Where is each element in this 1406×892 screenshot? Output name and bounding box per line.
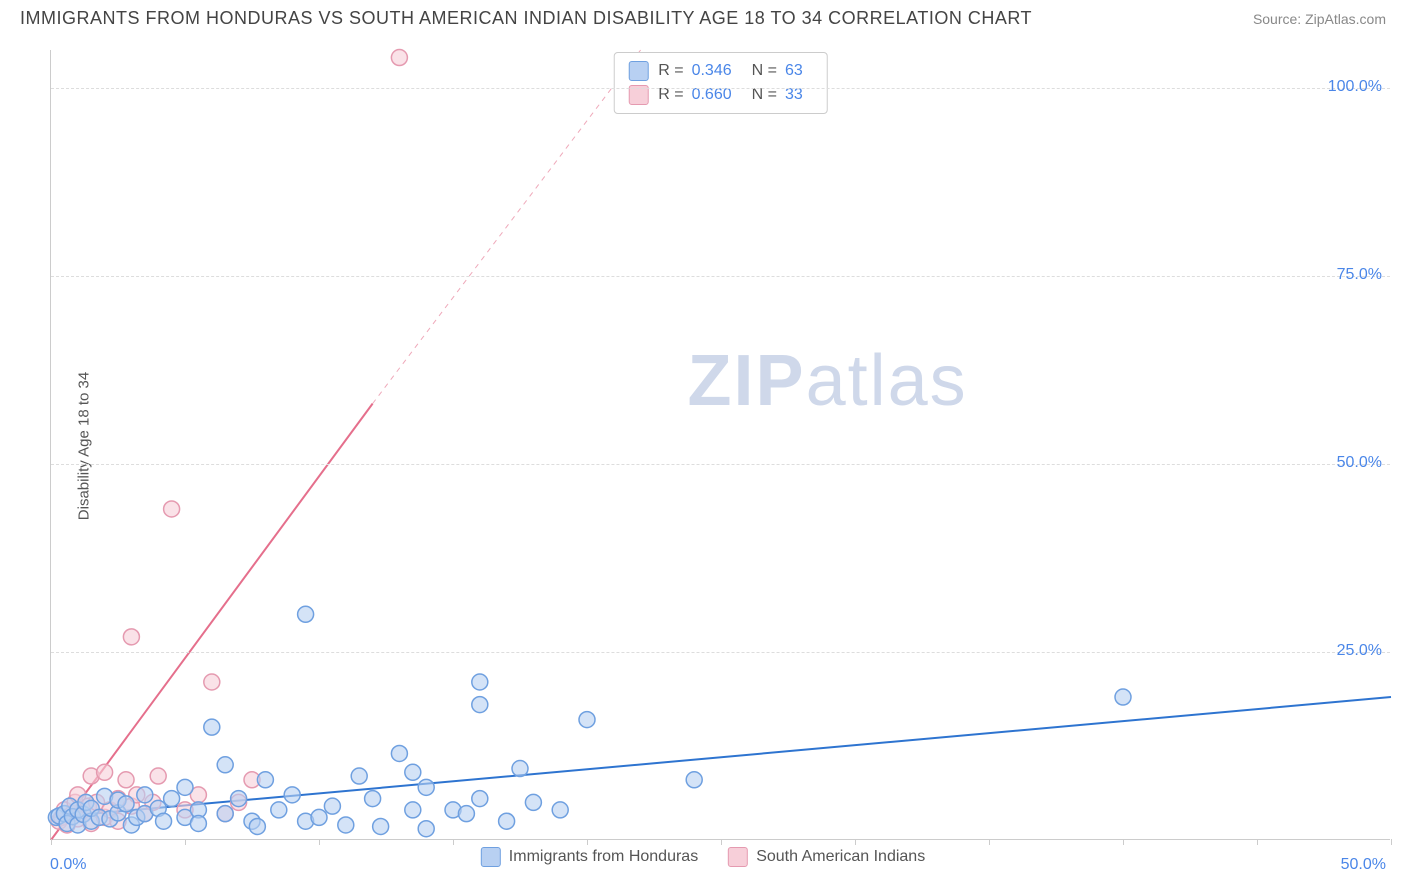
point-honduras [525, 794, 541, 810]
legend-swatch [481, 847, 501, 867]
point-sai [150, 768, 166, 784]
legend-stat-row: R = 0.346 N = 63 [628, 59, 813, 83]
point-honduras [177, 779, 193, 795]
point-honduras [217, 806, 233, 822]
n-value: 63 [785, 62, 803, 80]
point-honduras [512, 761, 528, 777]
point-honduras [418, 821, 434, 837]
x-tick [1123, 839, 1124, 845]
legend-series-item: Immigrants from Honduras [481, 847, 698, 867]
x-tick [855, 839, 856, 845]
point-honduras [311, 809, 327, 825]
point-honduras [472, 697, 488, 713]
point-honduras [271, 802, 287, 818]
point-honduras [1115, 689, 1131, 705]
point-honduras [338, 817, 354, 833]
r-label: R = [658, 62, 683, 80]
gridline [51, 88, 1390, 89]
point-honduras [324, 798, 340, 814]
point-sai [391, 50, 407, 66]
x-tick [1257, 839, 1258, 845]
point-honduras [391, 745, 407, 761]
x-axis-max-label: 50.0% [1341, 856, 1386, 874]
x-tick [721, 839, 722, 845]
legend-series-label: South American Indians [756, 848, 925, 866]
point-honduras [118, 796, 134, 812]
legend-stats: R = 0.346 N = 63 R = 0.660 N = 33 [613, 52, 828, 114]
y-tick-label: 100.0% [1328, 78, 1382, 96]
gridline [51, 464, 1390, 465]
x-tick [185, 839, 186, 845]
point-honduras [472, 674, 488, 690]
trend-line-sai-dashed [373, 50, 641, 404]
point-honduras [190, 815, 206, 831]
point-honduras [458, 806, 474, 822]
r-value: 0.346 [692, 62, 732, 80]
n-label: N = [752, 86, 777, 104]
point-honduras [373, 818, 389, 834]
point-honduras [164, 791, 180, 807]
point-honduras [552, 802, 568, 818]
point-honduras [405, 764, 421, 780]
legend-stat-row: R = 0.660 N = 33 [628, 83, 813, 107]
point-honduras [249, 818, 265, 834]
n-label: N = [752, 62, 777, 80]
gridline [51, 652, 1390, 653]
point-honduras [204, 719, 220, 735]
chart-area: ZIPatlas R = 0.346 N = 63 R = 0.660 N = … [50, 50, 1390, 840]
legend-swatch [728, 847, 748, 867]
x-axis-min-label: 0.0% [50, 856, 86, 874]
point-honduras [499, 813, 515, 829]
legend-series: Immigrants from Honduras South American … [481, 847, 925, 867]
point-honduras [472, 791, 488, 807]
legend-series-item: South American Indians [728, 847, 925, 867]
y-tick-label: 75.0% [1337, 266, 1382, 284]
x-tick [989, 839, 990, 845]
point-honduras [351, 768, 367, 784]
point-honduras [365, 791, 381, 807]
legend-swatch [628, 61, 648, 81]
point-honduras [284, 787, 300, 803]
n-value: 33 [785, 86, 803, 104]
x-tick [319, 839, 320, 845]
point-sai [204, 674, 220, 690]
point-sai [97, 764, 113, 780]
point-honduras [298, 606, 314, 622]
point-honduras [137, 787, 153, 803]
point-sai [164, 501, 180, 517]
point-honduras [405, 802, 421, 818]
point-sai [123, 629, 139, 645]
point-honduras [257, 772, 273, 788]
y-tick-label: 50.0% [1337, 454, 1382, 472]
point-honduras [156, 813, 172, 829]
r-label: R = [658, 86, 683, 104]
point-honduras [418, 779, 434, 795]
x-tick [587, 839, 588, 845]
point-honduras [686, 772, 702, 788]
chart-title: IMMIGRANTS FROM HONDURAS VS SOUTH AMERIC… [20, 8, 1032, 29]
r-value: 0.660 [692, 86, 732, 104]
gridline [51, 276, 1390, 277]
point-honduras [231, 791, 247, 807]
x-tick [453, 839, 454, 845]
plot-svg [51, 50, 1390, 839]
trend-line-honduras [51, 697, 1391, 817]
x-tick [1391, 839, 1392, 845]
point-honduras [579, 712, 595, 728]
point-sai [118, 772, 134, 788]
x-tick [51, 839, 52, 845]
chart-source: Source: ZipAtlas.com [1253, 11, 1386, 27]
chart-header: IMMIGRANTS FROM HONDURAS VS SOUTH AMERIC… [0, 0, 1406, 35]
legend-series-label: Immigrants from Honduras [509, 848, 698, 866]
y-tick-label: 25.0% [1337, 642, 1382, 660]
point-honduras [217, 757, 233, 773]
